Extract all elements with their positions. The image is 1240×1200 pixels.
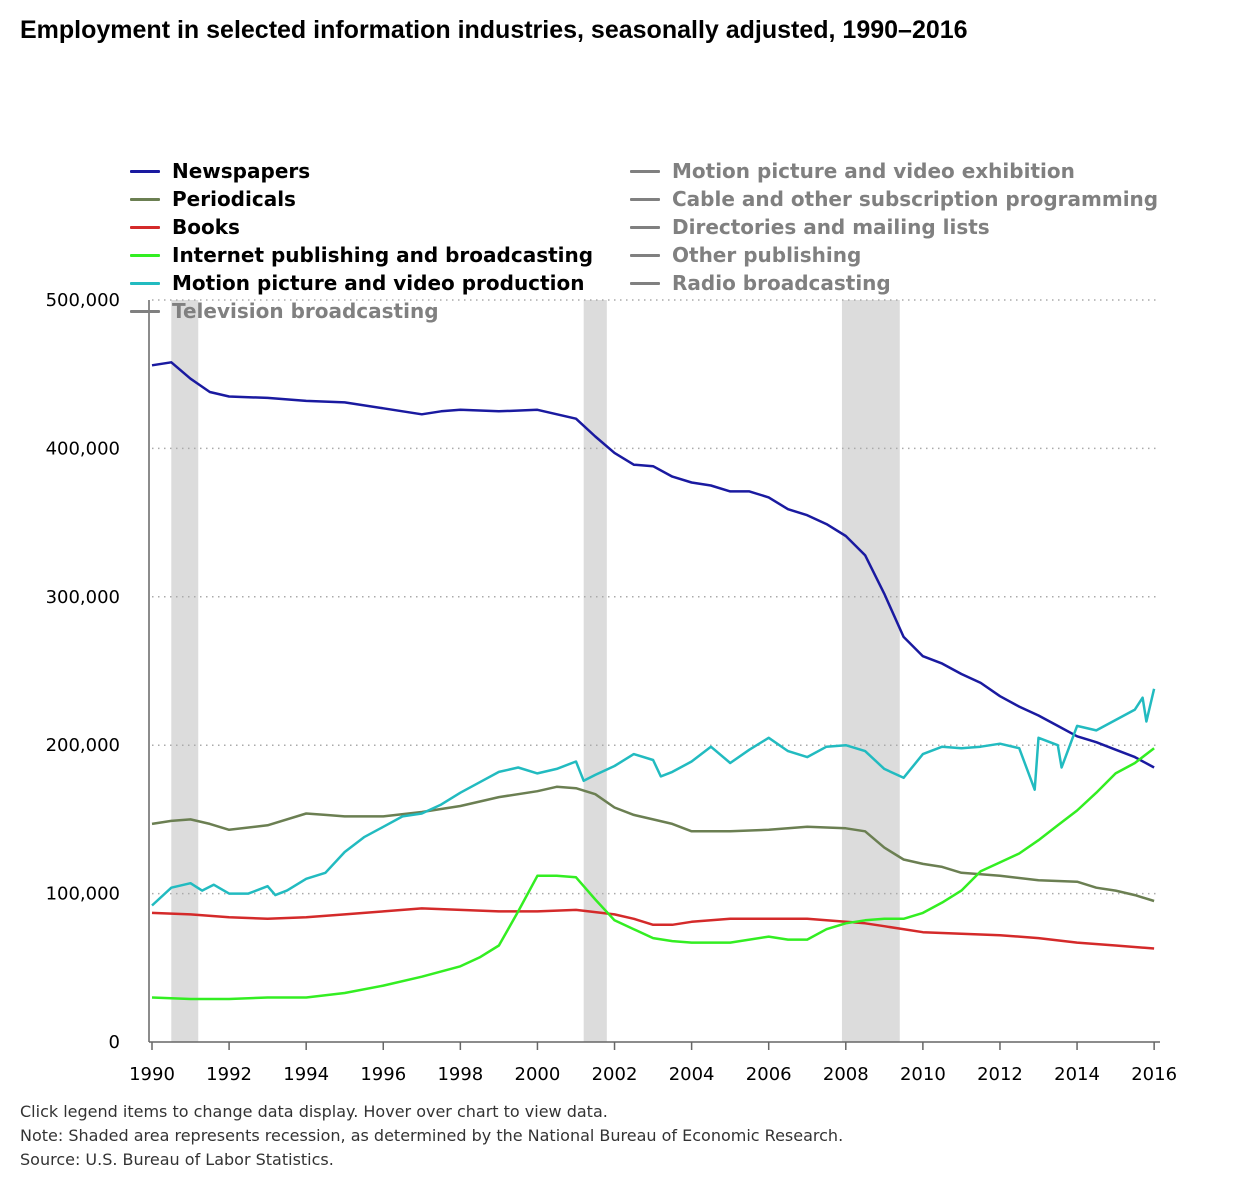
legend-label: Television broadcasting <box>172 299 439 323</box>
legend-label: Internet publishing and broadcasting <box>172 243 594 267</box>
x-tick-label: 1998 <box>437 1064 483 1085</box>
series-lines[interactable] <box>151 361 1156 1001</box>
legend-label: Motion picture and video production <box>172 271 585 295</box>
x-tick-label: 2006 <box>746 1064 792 1085</box>
legend-label: Radio broadcasting <box>672 271 891 295</box>
x-tick-label: 2008 <box>823 1064 869 1085</box>
x-tick-label: 2002 <box>592 1064 638 1085</box>
legend-item-periodicals[interactable]: Periodicals <box>130 186 296 212</box>
gridlines <box>152 299 1160 895</box>
y-tick-label: 100,000 <box>46 884 120 905</box>
legend-item-motion-picture-and-video-exhibition[interactable]: Motion picture and video exhibition <box>630 158 1075 184</box>
x-tick-label: 2000 <box>515 1064 561 1085</box>
legend-item-newspapers[interactable]: Newspapers <box>130 158 310 184</box>
x-tick-label: 2004 <box>669 1064 715 1085</box>
chart-title: Employment in selected information indus… <box>20 16 968 44</box>
legend-swatch <box>630 281 660 285</box>
recession-band <box>171 300 199 1042</box>
legend-swatch <box>130 309 160 313</box>
legend-swatch <box>130 281 160 285</box>
x-tick-label: 2012 <box>977 1064 1023 1085</box>
legend-swatch <box>630 225 660 229</box>
series-line-books[interactable] <box>151 907 1155 950</box>
legend-label: Periodicals <box>172 187 296 211</box>
x-tick-label: 2016 <box>1131 1064 1177 1085</box>
y-tick-label: 0 <box>109 1032 120 1053</box>
legend-swatch <box>130 197 160 201</box>
legend-swatch <box>630 169 660 173</box>
series-line-motion-picture-and-video-production[interactable] <box>151 688 1156 907</box>
y-tick-label: 400,000 <box>46 438 120 459</box>
legend-item-other-publishing[interactable]: Other publishing <box>630 242 861 268</box>
legend-item-radio-broadcasting[interactable]: Radio broadcasting <box>630 270 891 296</box>
legend-swatch <box>130 225 160 229</box>
recession-shading <box>171 300 900 1042</box>
legend-swatch <box>130 169 160 173</box>
series-line-internet-publishing-and-broadcasting[interactable] <box>151 747 1155 1001</box>
recession-band <box>841 300 900 1042</box>
instruction-note: Click legend items to change data displa… <box>20 1102 608 1121</box>
recession-band <box>583 300 607 1042</box>
legend-item-books[interactable]: Books <box>130 214 240 240</box>
axes: 0 100,000 200,000 300,000 400,000 500,000 1990… <box>46 290 1177 1085</box>
y-tick-label: 300,000 <box>46 587 120 608</box>
x-tick-label: 2010 <box>900 1064 946 1085</box>
legend-label: Cable and other subscription programming <box>672 187 1159 211</box>
legend-item-television-broadcasting[interactable]: Television broadcasting <box>130 298 439 324</box>
legend-label: Other publishing <box>672 243 862 267</box>
legend-swatch <box>630 197 660 201</box>
legend-swatch <box>130 253 160 257</box>
x-tick-label: 1990 <box>129 1064 175 1085</box>
x-tick-label: 2014 <box>1054 1064 1100 1085</box>
legend-label: Newspapers <box>172 159 311 183</box>
legend-item-motion-picture-and-video-production[interactable]: Motion picture and video production <box>130 270 584 296</box>
y-tick-label: 500,000 <box>46 290 120 311</box>
series-line-periodicals[interactable] <box>151 785 1155 903</box>
legend-swatch <box>630 253 660 257</box>
legend-item-internet-publishing-and-broadcasting[interactable]: Internet publishing and broadcasting <box>130 242 593 268</box>
chart-notes: Click legend items to change data displa… <box>20 1100 843 1172</box>
x-tick-label: 1992 <box>206 1064 252 1085</box>
recession-note: Note: Shaded area represents recession, … <box>20 1126 844 1145</box>
legend-label: Motion picture and video exhibition <box>672 159 1075 183</box>
legend-label: Books <box>172 215 240 239</box>
series-line-newspapers[interactable] <box>151 361 1155 769</box>
legend-label: Directories and mailing lists <box>672 215 990 239</box>
legend-item-directories-and-mailing-lists[interactable]: Directories and mailing lists <box>630 214 990 240</box>
y-tick-label: 200,000 <box>46 735 120 756</box>
source-note: Source: U.S. Bureau of Labor Statistics. <box>20 1150 334 1169</box>
x-tick-label: 1994 <box>283 1064 329 1085</box>
legend-item-cable-and-other-subscription-programming[interactable]: Cable and other subscription programming <box>630 186 1158 212</box>
x-tick-label: 1996 <box>360 1064 406 1085</box>
